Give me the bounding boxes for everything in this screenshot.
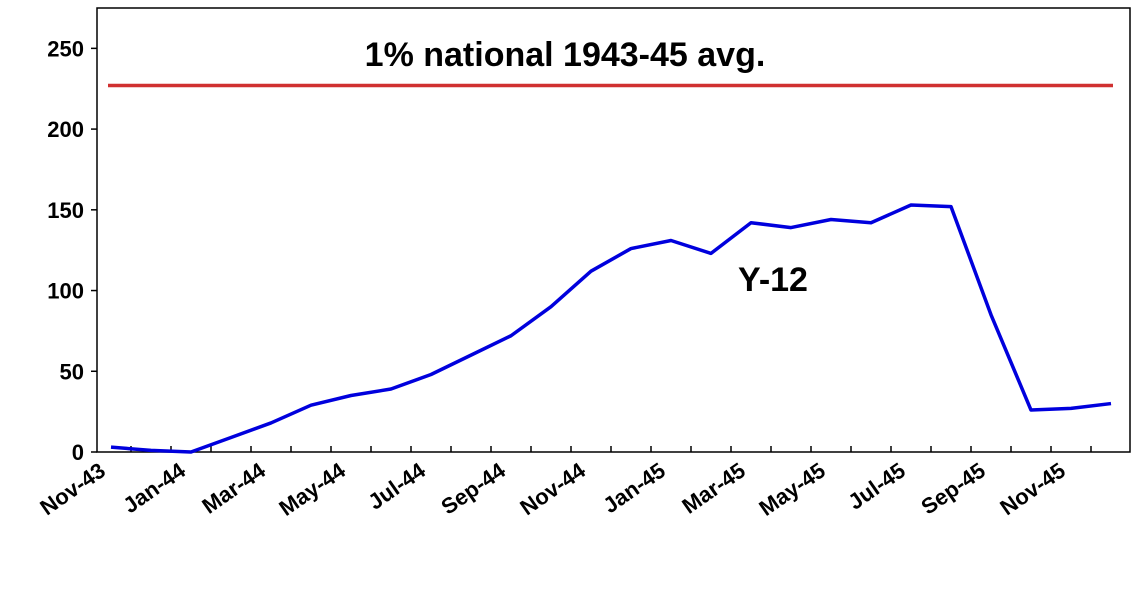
x-tick-label: May-44 bbox=[274, 457, 350, 521]
series-label: Y-12 bbox=[738, 261, 808, 299]
x-tick-label: Sep-44 bbox=[436, 457, 510, 519]
y-tick-label: 50 bbox=[60, 359, 84, 384]
x-tick-label: Sep-45 bbox=[916, 458, 989, 520]
y-tick-label: 100 bbox=[47, 279, 84, 304]
x-tick-label: Jan-44 bbox=[118, 457, 190, 518]
x-tick-label: Jul-45 bbox=[843, 458, 909, 515]
y-tick-label: 0 bbox=[72, 440, 84, 465]
y-tick-label: 250 bbox=[47, 36, 84, 61]
x-tick-label: May-45 bbox=[754, 458, 829, 521]
x-tick-label: Jul-44 bbox=[363, 457, 430, 514]
data-line bbox=[110, 203, 1112, 454]
x-tick-label: Nov-44 bbox=[515, 457, 590, 520]
y-tick-label: 150 bbox=[47, 198, 84, 223]
x-tick-label: Nov-45 bbox=[995, 458, 1069, 521]
x-tick-label: Mar-45 bbox=[677, 458, 749, 519]
x-tick-label: Mar-44 bbox=[197, 457, 270, 519]
plot-area bbox=[96, 7, 1131, 453]
x-tick-label: Jan-45 bbox=[598, 458, 669, 518]
x-tick-label: Nov-43 bbox=[35, 458, 109, 521]
reference-label: 1% national 1943-45 avg. bbox=[365, 36, 766, 74]
y-tick-label: 200 bbox=[47, 117, 84, 142]
